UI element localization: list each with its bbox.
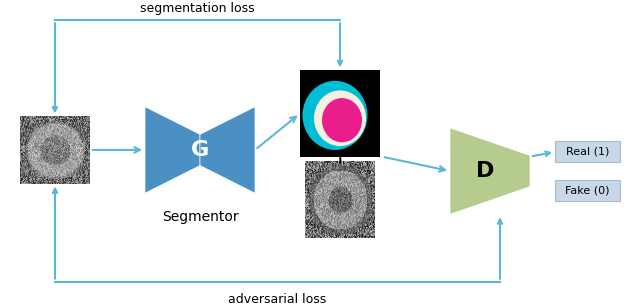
Polygon shape bbox=[450, 128, 530, 214]
Text: D: D bbox=[476, 161, 494, 181]
Text: Fake (0): Fake (0) bbox=[565, 185, 610, 195]
Text: G: G bbox=[191, 140, 209, 160]
FancyBboxPatch shape bbox=[555, 180, 620, 201]
Text: Segmentor: Segmentor bbox=[162, 211, 238, 224]
Ellipse shape bbox=[314, 90, 366, 146]
Ellipse shape bbox=[303, 81, 367, 150]
Polygon shape bbox=[145, 107, 200, 193]
Text: Real (1): Real (1) bbox=[566, 147, 609, 157]
Text: segmentation loss: segmentation loss bbox=[140, 2, 255, 15]
Bar bbox=[300, 70, 380, 157]
FancyBboxPatch shape bbox=[555, 141, 620, 162]
Text: adversarial loss: adversarial loss bbox=[228, 293, 326, 306]
Text: +: + bbox=[331, 147, 349, 167]
Polygon shape bbox=[200, 107, 255, 193]
Ellipse shape bbox=[322, 98, 362, 142]
